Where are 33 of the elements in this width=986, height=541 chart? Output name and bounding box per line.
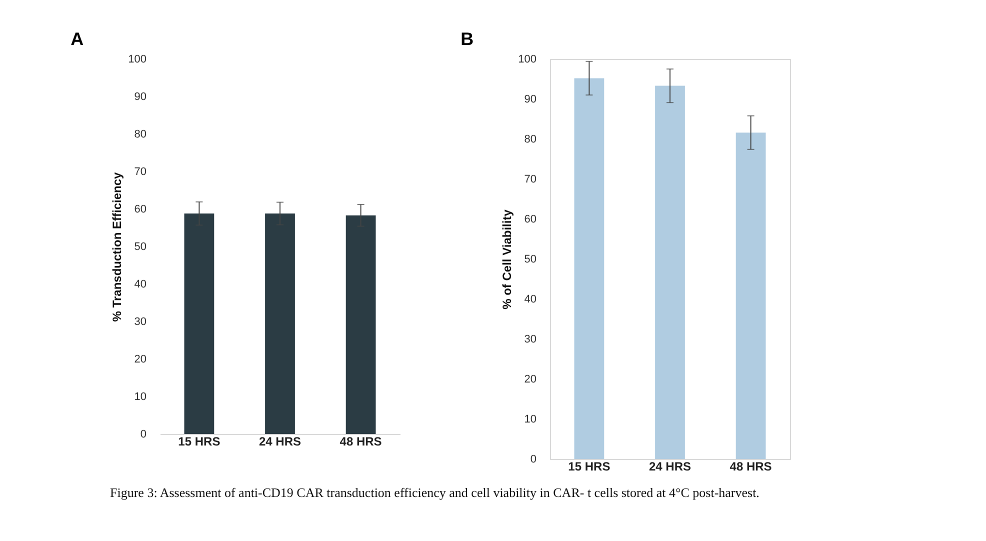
y-tick-label: 90 [134, 91, 146, 103]
y-tick-label: 70 [524, 174, 536, 186]
y-tick-label: 60 [134, 204, 146, 216]
y-tick-label: 10 [524, 414, 536, 426]
y-tick-label: 70 [134, 166, 146, 178]
y-tick-label: 10 [134, 391, 146, 403]
y-tick-label: 80 [134, 128, 146, 140]
y-tick-label: 50 [524, 254, 536, 266]
x-tick-label: 15 HRS [568, 460, 610, 474]
y-axis-title: % Transduction Efficiency [110, 172, 124, 322]
y-tick-label: 60 [524, 214, 536, 226]
y-axis-title: % of Cell Viability [500, 209, 514, 310]
y-tick-label: 30 [134, 316, 146, 328]
x-tick-label: 48 HRS [340, 434, 382, 448]
y-tick-label: 80 [524, 134, 536, 146]
y-tick-label: 30 [524, 334, 536, 346]
y-tick-label: 0 [140, 428, 146, 440]
y-tick-label: 0 [530, 454, 536, 466]
y-tick-label: 40 [524, 294, 536, 306]
y-tick-label: 100 [518, 54, 536, 66]
y-tick-label: 20 [524, 374, 536, 386]
chart-title: B [460, 29, 474, 49]
y-tick-label: 50 [134, 241, 146, 253]
y-tick-label: 90 [524, 94, 536, 106]
x-tick-label: 48 HRS [730, 460, 772, 474]
chart-title: A [70, 29, 84, 49]
x-tick-label: 24 HRS [258, 434, 302, 448]
caption: Figure 3: Assessment of anti-CD19 CAR transduction efficiency and cell viability in CAR- t cells stored at 4°C post-harvest. [110, 485, 760, 500]
x-tick-label: 15 HRS [178, 434, 220, 448]
y-tick-label: 100 [128, 54, 146, 66]
x-tick-label: 24 HRS [648, 460, 692, 474]
y-tick-label: 40 [134, 278, 146, 290]
y-tick-label: 20 [134, 354, 146, 366]
